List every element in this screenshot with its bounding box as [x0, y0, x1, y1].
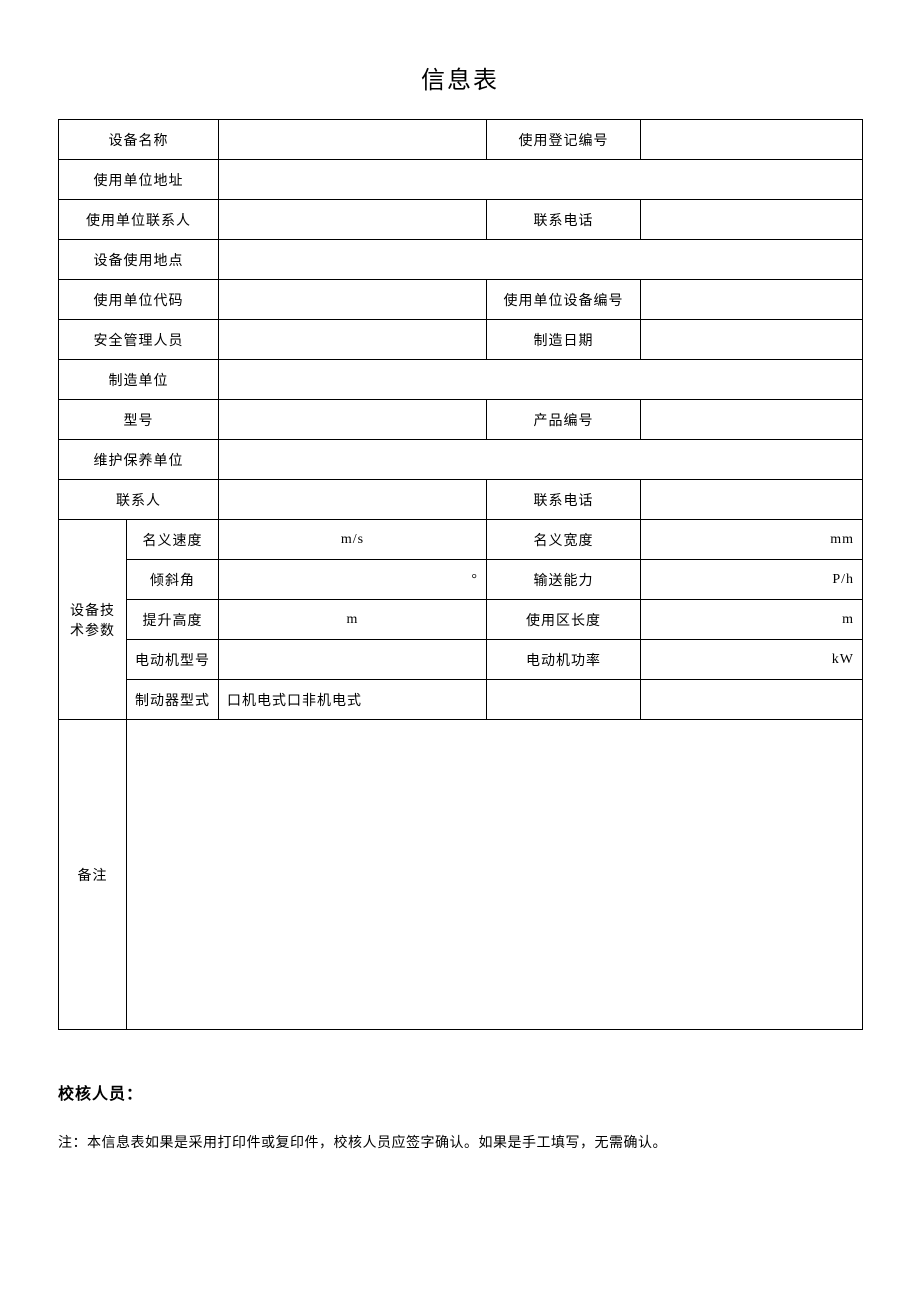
value-device-name — [219, 120, 487, 160]
label-unit-contact: 使用单位联系人 — [59, 200, 219, 240]
label-nominal-width: 名义宽度 — [487, 520, 641, 560]
value-motor-model — [219, 640, 487, 680]
table-row: 制造单位 — [59, 360, 863, 400]
value-unit-address — [219, 160, 863, 200]
label-reg-number: 使用登记编号 — [487, 120, 641, 160]
info-table: 设备名称 使用登记编号 使用单位地址 使用单位联系人 联系电话 设备使用地点 使… — [58, 119, 863, 1030]
value-incline-angle: ° — [219, 560, 487, 600]
value-model — [219, 400, 487, 440]
table-row: 备注 — [59, 720, 863, 1030]
label-contact-phone2: 联系电话 — [487, 480, 641, 520]
label-contact-person: 联系人 — [59, 480, 219, 520]
value-product-no — [641, 400, 863, 440]
label-device-name: 设备名称 — [59, 120, 219, 160]
empty-cell — [487, 680, 641, 720]
value-contact-phone2 — [641, 480, 863, 520]
table-row: 使用单位代码 使用单位设备编号 — [59, 280, 863, 320]
value-maint-unit — [219, 440, 863, 480]
value-unit-device-no — [641, 280, 863, 320]
label-contact-phone: 联系电话 — [487, 200, 641, 240]
label-maint-unit: 维护保养单位 — [59, 440, 219, 480]
label-unit-device-no: 使用单位设备编号 — [487, 280, 641, 320]
label-motor-power: 电动机功率 — [487, 640, 641, 680]
value-unit-code — [219, 280, 487, 320]
value-conveying-capacity: P/h — [641, 560, 863, 600]
table-row: 使用单位联系人 联系电话 — [59, 200, 863, 240]
table-row: 型号 产品编号 — [59, 400, 863, 440]
label-manufacturer: 制造单位 — [59, 360, 219, 400]
label-product-no: 产品编号 — [487, 400, 641, 440]
table-row: 联系人 联系电话 — [59, 480, 863, 520]
value-nominal-speed: m/s — [219, 520, 487, 560]
table-row: 制动器型式 口机电式口非机电式 — [59, 680, 863, 720]
table-row: 设备技术参数 名义速度 m/s 名义宽度 mm — [59, 520, 863, 560]
table-row: 提升高度 m 使用区长度 m — [59, 600, 863, 640]
value-unit-contact — [219, 200, 487, 240]
value-reg-number — [641, 120, 863, 160]
page-title: 信息表 — [58, 60, 862, 95]
label-unit-code: 使用单位代码 — [59, 280, 219, 320]
table-row: 电动机型号 电动机功率 kW — [59, 640, 863, 680]
table-row: 安全管理人员 制造日期 — [59, 320, 863, 360]
table-row: 设备名称 使用登记编号 — [59, 120, 863, 160]
label-model: 型号 — [59, 400, 219, 440]
value-notes — [127, 720, 863, 1030]
value-manufacturer — [219, 360, 863, 400]
value-contact-person — [219, 480, 487, 520]
label-incline-angle: 倾斜角 — [127, 560, 219, 600]
label-notes: 备注 — [59, 720, 127, 1030]
table-row: 设备使用地点 — [59, 240, 863, 280]
table-row: 维护保养单位 — [59, 440, 863, 480]
label-unit-address: 使用单位地址 — [59, 160, 219, 200]
value-mfg-date — [641, 320, 863, 360]
empty-cell — [641, 680, 863, 720]
value-motor-power: kW — [641, 640, 863, 680]
label-lift-height: 提升高度 — [127, 600, 219, 640]
value-device-location — [219, 240, 863, 280]
value-use-area-length: m — [641, 600, 863, 640]
label-nominal-speed: 名义速度 — [127, 520, 219, 560]
table-row: 使用单位地址 — [59, 160, 863, 200]
label-conveying-capacity: 输送能力 — [487, 560, 641, 600]
label-mfg-date: 制造日期 — [487, 320, 641, 360]
label-device-location: 设备使用地点 — [59, 240, 219, 280]
table-row: 倾斜角 ° 输送能力 P/h — [59, 560, 863, 600]
reviewer-label: 校核人员： — [58, 1080, 862, 1104]
label-tech-params: 设备技术参数 — [59, 520, 127, 720]
label-safety-manager: 安全管理人员 — [59, 320, 219, 360]
value-nominal-width: mm — [641, 520, 863, 560]
footer-note: 注：本信息表如果是采用打印件或复印件，校核人员应签字确认。如果是手工填写，无需确… — [58, 1132, 862, 1152]
label-use-area-length: 使用区长度 — [487, 600, 641, 640]
label-brake-type: 制动器型式 — [127, 680, 219, 720]
value-contact-phone — [641, 200, 863, 240]
value-lift-height: m — [219, 600, 487, 640]
value-brake-options: 口机电式口非机电式 — [219, 680, 487, 720]
label-motor-model: 电动机型号 — [127, 640, 219, 680]
value-safety-manager — [219, 320, 487, 360]
